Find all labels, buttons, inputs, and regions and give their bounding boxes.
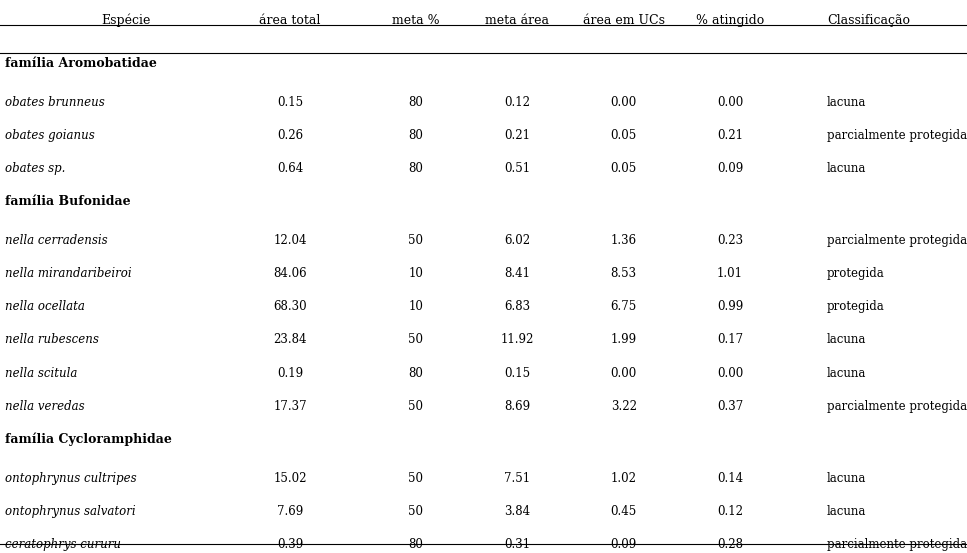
Text: 0.00: 0.00 [717,96,744,109]
Text: ontophrynus salvatori: ontophrynus salvatori [5,505,135,518]
Text: nella veredas: nella veredas [5,400,84,413]
Text: 12.04: 12.04 [274,234,307,247]
Text: 1.01: 1.01 [718,267,743,280]
Text: 17.37: 17.37 [274,400,307,413]
Text: 3.22: 3.22 [611,400,636,413]
Text: lacuna: lacuna [827,96,866,109]
Text: ceratophrys cururu: ceratophrys cururu [5,538,121,551]
Text: parcialmente protegida: parcialmente protegida [827,538,967,551]
Text: 0.26: 0.26 [277,129,304,142]
Text: 0.14: 0.14 [717,472,744,485]
Text: 0.15: 0.15 [504,367,531,380]
Text: 7.51: 7.51 [504,472,531,485]
Text: nella rubescens: nella rubescens [5,333,99,347]
Text: 80: 80 [408,162,424,175]
Text: família Bufonidae: família Bufonidae [5,195,131,208]
Text: área em UCs: área em UCs [583,14,664,27]
Text: meta área: meta área [485,14,549,27]
Text: 0.21: 0.21 [505,129,530,142]
Text: 68.30: 68.30 [274,300,307,314]
Text: 80: 80 [408,129,424,142]
Text: parcialmente protegida: parcialmente protegida [827,129,967,142]
Text: obates goianus: obates goianus [5,129,95,142]
Text: 0.05: 0.05 [610,129,637,142]
Text: 0.15: 0.15 [277,96,304,109]
Text: 0.12: 0.12 [505,96,530,109]
Text: obates sp.: obates sp. [5,162,65,175]
Text: 0.28: 0.28 [718,538,743,551]
Text: parcialmente protegida: parcialmente protegida [827,400,967,413]
Text: 0.39: 0.39 [277,538,304,551]
Text: 80: 80 [408,96,424,109]
Text: 0.09: 0.09 [717,162,744,175]
Text: 10: 10 [408,300,424,314]
Text: 6.83: 6.83 [504,300,531,314]
Text: 0.23: 0.23 [717,234,744,247]
Text: nella mirandaribeiroi: nella mirandaribeiroi [5,267,132,280]
Text: 0.45: 0.45 [610,505,637,518]
Text: 0.37: 0.37 [717,400,744,413]
Text: 0.21: 0.21 [718,129,743,142]
Text: protegida: protegida [827,300,885,314]
Text: nella cerradensis: nella cerradensis [5,234,107,247]
Text: 0.51: 0.51 [504,162,531,175]
Text: parcialmente protegida: parcialmente protegida [827,234,967,247]
Text: % atingido: % atingido [696,14,764,27]
Text: lacuna: lacuna [827,367,866,380]
Text: área total: área total [259,14,321,27]
Text: família Aromobatidae: família Aromobatidae [5,57,157,70]
Text: 8.53: 8.53 [610,267,637,280]
Text: 11.92: 11.92 [501,333,534,347]
Text: 1.99: 1.99 [610,333,637,347]
Text: 0.00: 0.00 [610,367,637,380]
Text: protegida: protegida [827,267,885,280]
Text: 0.19: 0.19 [277,367,304,380]
Text: 80: 80 [408,367,424,380]
Text: ontophrynus cultripes: ontophrynus cultripes [5,472,136,485]
Text: família Cycloramphidae: família Cycloramphidae [5,433,172,446]
Text: 0.17: 0.17 [717,333,744,347]
Text: 3.84: 3.84 [504,505,531,518]
Text: nella ocellata: nella ocellata [5,300,85,314]
Text: Classificação: Classificação [827,14,910,27]
Text: meta %: meta % [392,14,440,27]
Text: 8.69: 8.69 [504,400,531,413]
Text: 50: 50 [408,400,424,413]
Text: lacuna: lacuna [827,162,866,175]
Text: nella scitula: nella scitula [5,367,77,380]
Text: obates brunneus: obates brunneus [5,96,104,109]
Text: 23.84: 23.84 [274,333,307,347]
Text: Espécie: Espécie [101,14,151,27]
Text: 8.41: 8.41 [505,267,530,280]
Text: 6.02: 6.02 [504,234,531,247]
Text: 50: 50 [408,472,424,485]
Text: 0.05: 0.05 [610,162,637,175]
Text: 0.12: 0.12 [718,505,743,518]
Text: 50: 50 [408,333,424,347]
Text: lacuna: lacuna [827,472,866,485]
Text: 0.99: 0.99 [717,300,744,314]
Text: 84.06: 84.06 [274,267,307,280]
Text: 1.36: 1.36 [610,234,637,247]
Text: 0.09: 0.09 [610,538,637,551]
Text: 50: 50 [408,505,424,518]
Text: lacuna: lacuna [827,333,866,347]
Text: 80: 80 [408,538,424,551]
Text: 1.02: 1.02 [611,472,636,485]
Text: 15.02: 15.02 [274,472,307,485]
Text: 0.00: 0.00 [717,367,744,380]
Text: lacuna: lacuna [827,505,866,518]
Text: 50: 50 [408,234,424,247]
Text: 6.75: 6.75 [610,300,637,314]
Text: 0.64: 0.64 [277,162,304,175]
Text: 7.69: 7.69 [277,505,304,518]
Text: 10: 10 [408,267,424,280]
Text: 0.31: 0.31 [504,538,531,551]
Text: 0.00: 0.00 [610,96,637,109]
